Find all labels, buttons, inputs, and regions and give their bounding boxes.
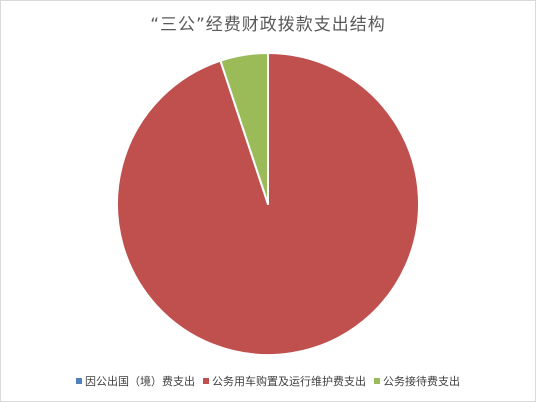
legend-swatch-vehicle: [203, 378, 209, 384]
chart-title: “三公”经费财政拨款支出结构: [150, 15, 386, 35]
legend-label-vehicle: 公务用车购置及运行维护费支出: [212, 375, 366, 388]
legend-label-overseas: 因公出国（境）费支出: [85, 375, 195, 388]
legend-item-vehicle: 公务用车购置及运行维护费支出: [203, 373, 366, 389]
pie-slices: [116, 52, 421, 356]
legend-item-reception: 公务接待费支出: [374, 373, 460, 389]
legend-item-overseas: 因公出国（境）费支出: [76, 373, 195, 389]
slice-reception: [219, 52, 269, 205]
legend-label-reception: 公务接待费支出: [383, 375, 460, 388]
legend-swatch-overseas: [76, 378, 82, 384]
legend: 因公出国（境）费支出 公务用车购置及运行维护费支出 公务接待费支出: [1, 373, 535, 389]
legend-swatch-reception: [374, 378, 380, 384]
